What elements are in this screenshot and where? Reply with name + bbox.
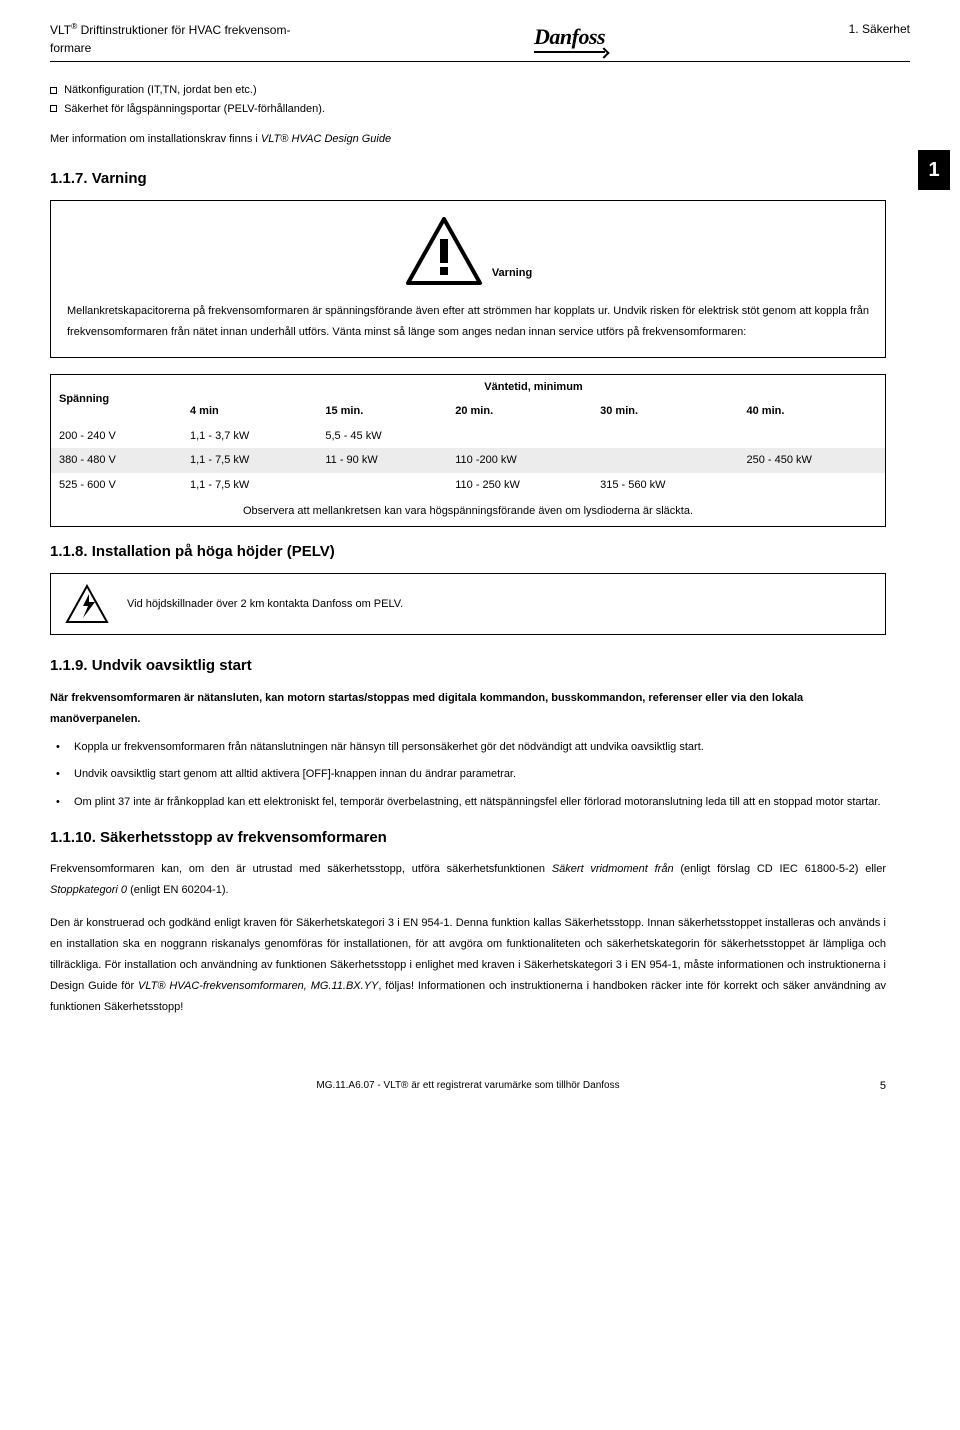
- cell: 1,1 - 7,5 kW: [182, 473, 317, 498]
- page-footer: MG.11.A6.07 - VLT® är ett registrerat va…: [50, 1078, 886, 1093]
- chapter-label: 1. Säkerhet: [849, 20, 910, 38]
- info-prefix: Mer information om installationskrav fin…: [50, 133, 261, 145]
- wait-time-table: Spänning Väntetid, minimum 4 min 15 min.…: [51, 375, 885, 526]
- checkbox-icon: [50, 87, 57, 94]
- warning-label: Varning: [492, 265, 532, 288]
- danfoss-logo: Danfoss: [534, 20, 605, 53]
- p1i: Säkert vridmoment från: [552, 863, 674, 875]
- s1110-para1: Frekvensomformaren kan, om den är utrust…: [50, 859, 886, 901]
- cell: [317, 473, 447, 498]
- heading-1110: 1.1.10. Säkerhetsstopp av frekvensomform…: [50, 827, 886, 850]
- col-20min: 20 min.: [447, 399, 592, 424]
- cell: 250 - 450 kW: [739, 448, 886, 473]
- doc-title-2: Driftinstruktioner för HVAC frekvensom-: [77, 23, 290, 37]
- doc-title-3: formare: [50, 41, 91, 55]
- heading-119: 1.1.9. Undvik oavsiktlig start: [50, 655, 886, 678]
- intro-bullet-1: Nätkonfiguration (IT,TN, jordat ben etc.…: [50, 82, 886, 99]
- list-item: Undvik oavsiktlig start genom att alltid…: [74, 765, 886, 785]
- pelv-box: Vid höjdskillnader över 2 km kontakta Da…: [50, 573, 886, 635]
- p1c: (enligt EN 60204-1).: [127, 884, 229, 896]
- bullet-1-text: Nätkonfiguration (IT,TN, jordat ben etc.…: [64, 84, 257, 96]
- footer-text: MG.11.A6.07 - VLT® är ett registrerat va…: [316, 1080, 619, 1091]
- warning-box: Varning Mellankretskapacitorerna på frek…: [50, 200, 886, 358]
- p1i2: Stoppkategori 0: [50, 884, 127, 896]
- cell-v: 380 - 480 V: [51, 448, 182, 473]
- heading-117: 1.1.7. Varning: [50, 168, 886, 191]
- heading-118: 1.1.8. Installation på höga höjder (PELV…: [50, 541, 886, 564]
- warning-text: Mellankretskapacitorerna på frekvensomfo…: [67, 301, 869, 343]
- table-note-row: Observera att mellankretsen kan vara hög…: [51, 497, 885, 526]
- pelv-text: Vid höjdskillnader över 2 km kontakta Da…: [127, 596, 403, 613]
- col-15min: 15 min.: [317, 399, 447, 424]
- col-voltage: Spänning: [51, 375, 182, 424]
- wait-time-table-box: Spänning Väntetid, minimum 4 min 15 min.…: [50, 374, 886, 527]
- p2i: VLT® HVAC-frekvensomformaren, MG.11.BX.Y…: [138, 980, 378, 992]
- cell: 5,5 - 45 kW: [317, 424, 447, 449]
- cell: 1,1 - 3,7 kW: [182, 424, 317, 449]
- table-row: 200 - 240 V 1,1 - 3,7 kW 5,5 - 45 kW: [51, 424, 885, 449]
- electric-shock-icon: [65, 584, 109, 624]
- col-waittime: Väntetid, minimum: [182, 375, 885, 400]
- cell-v: 525 - 600 V: [51, 473, 182, 498]
- list-item: Koppla ur frekvensomformaren från nätans…: [74, 738, 886, 758]
- cell: 110 -200 kW: [447, 448, 592, 473]
- warning-triangle-icon: [404, 215, 484, 287]
- chapter-tab: 1: [918, 150, 950, 190]
- cell: 315 - 560 kW: [592, 473, 738, 498]
- list-item: Om plint 37 inte är frånkopplad kan ett …: [74, 793, 886, 813]
- cell: 110 - 250 kW: [447, 473, 592, 498]
- cell: [592, 424, 738, 449]
- s119-list: Koppla ur frekvensomformaren från nätans…: [50, 738, 886, 813]
- col-4min: 4 min: [182, 399, 317, 424]
- col-30min: 30 min.: [592, 399, 738, 424]
- table-row: 380 - 480 V 1,1 - 7,5 kW 11 - 90 kW 110 …: [51, 448, 885, 473]
- checkbox-icon: [50, 105, 57, 112]
- col-40min: 40 min.: [739, 399, 886, 424]
- cell-v: 200 - 240 V: [51, 424, 182, 449]
- intro-bullet-2: Säkerhet för lågspänningsportar (PELV-fö…: [50, 101, 886, 118]
- s119-bold: När frekvensomformaren är nätansluten, k…: [50, 688, 886, 730]
- logo-text: Danfoss: [534, 24, 605, 49]
- cell: [592, 448, 738, 473]
- table-row: 525 - 600 V 1,1 - 7,5 kW 110 - 250 kW 31…: [51, 473, 885, 498]
- cell: 1,1 - 7,5 kW: [182, 448, 317, 473]
- bullet-2-text: Säkerhet för lågspänningsportar (PELV-fö…: [64, 103, 325, 115]
- more-info-line: Mer information om installationskrav fin…: [50, 131, 886, 148]
- cell: 11 - 90 kW: [317, 448, 447, 473]
- doc-title-1: VLT: [50, 23, 71, 37]
- table-note: Observera att mellankretsen kan vara hög…: [51, 497, 885, 526]
- p1a: Frekvensomformaren kan, om den är utrust…: [50, 863, 552, 875]
- cell: [447, 424, 592, 449]
- page-header: VLT® Driftinstruktioner för HVAC frekven…: [50, 20, 910, 62]
- info-italic: VLT® HVAC Design Guide: [261, 133, 391, 145]
- cell: [739, 473, 886, 498]
- doc-title: VLT® Driftinstruktioner för HVAC frekven…: [50, 20, 290, 57]
- page-number: 5: [880, 1078, 886, 1095]
- cell: [739, 424, 886, 449]
- p1b: (enligt förslag CD IEC 61800-5-2) eller: [674, 863, 886, 875]
- s1110-para2: Den är konstruerad och godkänd enligt kr…: [50, 913, 886, 1017]
